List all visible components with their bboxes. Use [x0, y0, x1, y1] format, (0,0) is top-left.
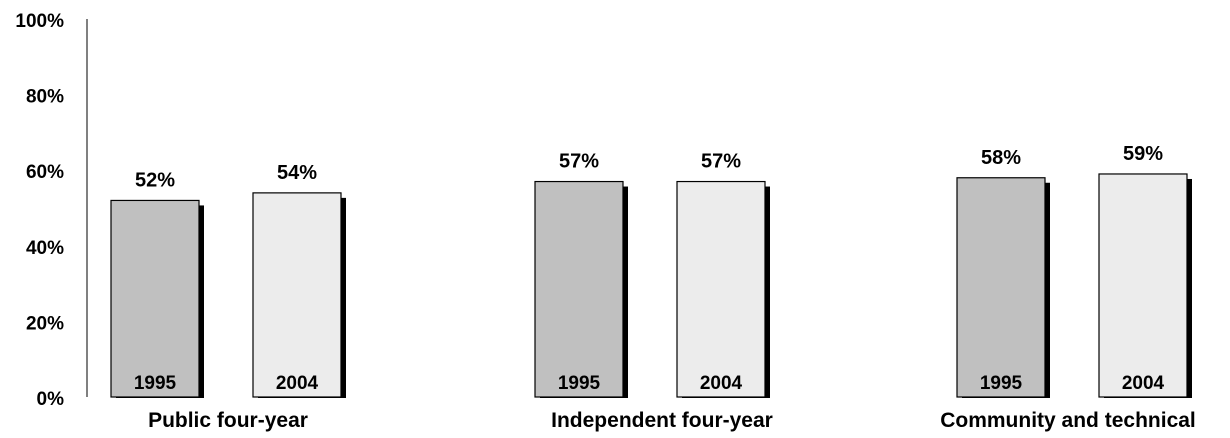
y-tick-label: 60% — [26, 162, 64, 183]
bar-series-label-2004-2: 2004 — [1122, 373, 1165, 394]
bar-value-label-1995-1: 57% — [559, 151, 599, 173]
bar-value-label-1995-0: 52% — [135, 169, 175, 191]
y-tick-label: 40% — [26, 238, 64, 259]
bar-series-label-1995-0: 1995 — [134, 373, 177, 394]
bar-1995-1 — [534, 180, 624, 398]
y-tick-label: 80% — [26, 87, 64, 108]
category-label: Public four-year — [148, 409, 308, 432]
bar-series-label-2004-0: 2004 — [276, 373, 319, 394]
bar-series-label-1995-1: 1995 — [558, 373, 601, 394]
bar-1995-0 — [110, 199, 200, 398]
bar-value-label-2004-0: 54% — [277, 162, 317, 184]
category-label: Community and technical — [940, 409, 1196, 432]
bar-value-label-2004-2: 59% — [1123, 143, 1163, 165]
bar-2004-1 — [676, 180, 766, 398]
category-label: Independent four-year — [551, 409, 773, 432]
y-tick-label: 0% — [37, 389, 65, 410]
bar-2004-0 — [252, 192, 342, 398]
y-tick-label: 20% — [26, 313, 64, 334]
bar-series-label-1995-2: 1995 — [980, 373, 1023, 394]
x-axis-labels: Public four-year Independent four-year Com… — [148, 409, 1196, 432]
bar-1995-2 — [956, 177, 1046, 398]
bars: 52% 1995 54% 2004 57% 1995 57% 2004 58% 1995 59% 20… — [110, 143, 1192, 398]
bar-value-label-2004-1: 57% — [701, 151, 741, 173]
bar-2004-2 — [1098, 173, 1188, 398]
y-tick-label: 100% — [15, 11, 64, 32]
y-axis: 0% 20% 40% 60% 80% 100% — [15, 11, 88, 410]
bar-value-label-1995-2: 58% — [981, 147, 1021, 169]
bar-series-label-2004-1: 2004 — [700, 373, 743, 394]
